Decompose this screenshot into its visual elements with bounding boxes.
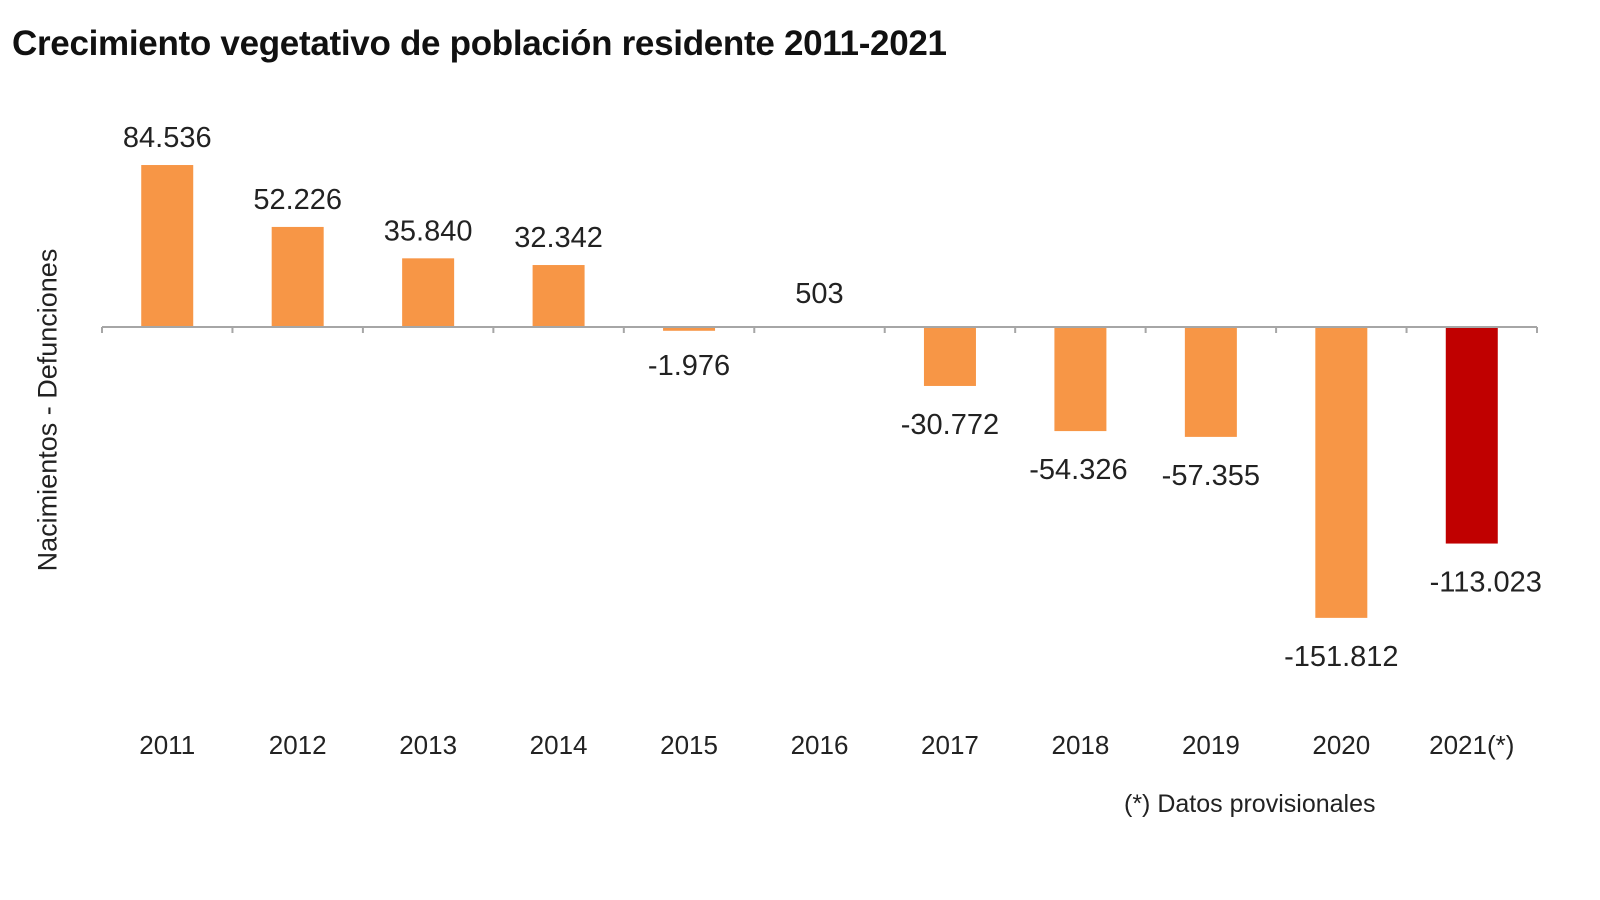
data-label: 35.840 xyxy=(384,215,473,247)
data-label: 84.536 xyxy=(123,122,212,154)
data-label: -113.023 xyxy=(1430,567,1542,599)
data-label: 32.342 xyxy=(514,222,603,254)
x-tick-label: 2014 xyxy=(530,730,588,760)
bar-2015 xyxy=(663,327,716,331)
x-tick-label: 2021(*) xyxy=(1429,730,1514,760)
bar-2014 xyxy=(532,265,585,327)
x-tick-label: 2019 xyxy=(1182,730,1240,760)
bar-2011 xyxy=(141,165,194,327)
x-tick-label: 2011 xyxy=(139,730,195,760)
bar-2020 xyxy=(1315,327,1368,618)
data-label: 503 xyxy=(795,278,843,310)
bar-2021(*) xyxy=(1445,327,1498,544)
data-label: -54.326 xyxy=(1029,454,1127,486)
x-tick-label: 2012 xyxy=(269,730,327,760)
x-tick-label: 2015 xyxy=(660,730,718,760)
data-label: -151.812 xyxy=(1284,641,1399,673)
bar-2013 xyxy=(402,258,455,327)
bar-2017 xyxy=(923,327,976,386)
chart-title: Crecimiento vegetativo de población resi… xyxy=(12,24,947,63)
data-label: 52.226 xyxy=(253,184,342,216)
bar-2012 xyxy=(271,226,324,327)
data-label: -30.772 xyxy=(901,409,999,441)
x-tick-label: 2020 xyxy=(1312,730,1370,760)
x-tick-label: 2013 xyxy=(399,730,457,760)
bar-2018 xyxy=(1054,327,1107,432)
x-tick-label: 2018 xyxy=(1051,730,1109,760)
x-tick-label: 2017 xyxy=(921,730,979,760)
bar-2019 xyxy=(1184,327,1237,437)
data-label: -57.355 xyxy=(1162,460,1260,492)
footnote: (*) Datos provisionales xyxy=(1124,790,1376,818)
x-tick-label: 2016 xyxy=(791,730,849,760)
data-label: -1.976 xyxy=(648,350,730,382)
